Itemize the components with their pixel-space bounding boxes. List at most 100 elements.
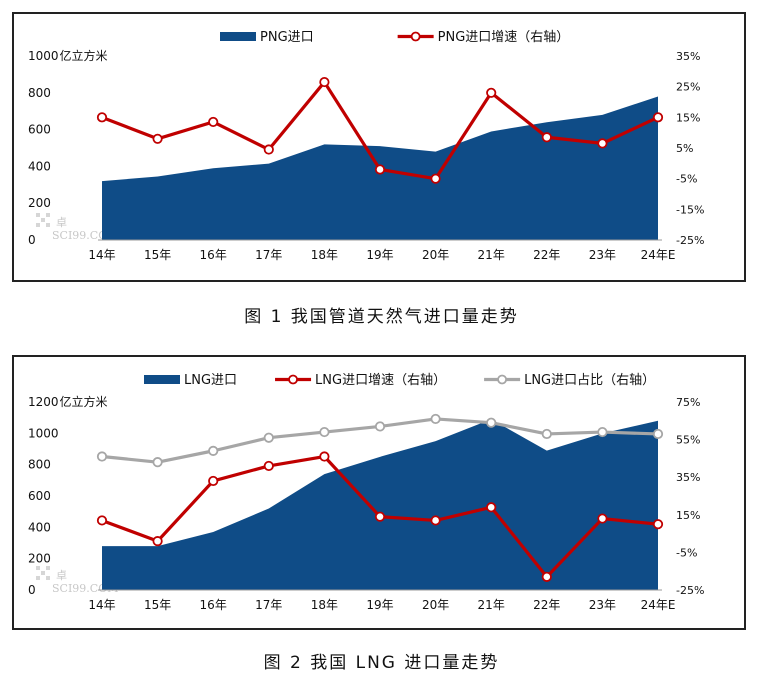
- y-right-tick-label: -25%: [676, 584, 704, 597]
- x-tick-label: 18年: [311, 598, 338, 612]
- watermark-text: SCI99.COM: [52, 229, 119, 242]
- data-point: [430, 515, 441, 526]
- x-tick-label: 15年: [144, 248, 171, 262]
- x-tick-label: 14年: [88, 598, 115, 612]
- data-point: [152, 457, 163, 468]
- data-point: [374, 421, 386, 432]
- y-right-tick-label: -5%: [676, 173, 697, 186]
- data-point: [319, 426, 330, 438]
- legend-label: LNG进口: [184, 373, 237, 388]
- x-tick-label: 22年: [533, 598, 560, 612]
- data-point: [263, 144, 274, 155]
- y-left-tick-label: 0: [28, 233, 36, 247]
- data-point: [96, 451, 108, 462]
- y-right-tick-label: 55%: [676, 434, 700, 447]
- data-point: [208, 116, 219, 128]
- data-point: [319, 451, 330, 462]
- data-point: [96, 515, 108, 526]
- x-tick-label: 21年: [478, 598, 505, 612]
- x-tick-label: 23年: [589, 248, 616, 262]
- y-left-tick-label: 800: [28, 458, 51, 472]
- data-point: [541, 428, 552, 440]
- data-point: [430, 173, 441, 184]
- y-right-tick-label: -5%: [676, 546, 697, 559]
- x-tick-label: 20年: [422, 248, 449, 262]
- watermark-text: SCI99.COM: [52, 582, 119, 595]
- x-tick-label: 17年: [255, 248, 282, 262]
- y-right-tick-label: 15%: [676, 111, 700, 124]
- y-left-tick-label: 400: [28, 159, 51, 173]
- x-tick-label: 16年: [200, 598, 227, 612]
- legend-marker: [410, 31, 421, 42]
- data-point: [152, 133, 163, 144]
- y-right-tick-label: 15%: [676, 509, 700, 522]
- data-point: [152, 536, 163, 547]
- y-right-tick-label: 75%: [676, 396, 700, 409]
- x-tick-label: 22年: [533, 248, 560, 262]
- y-left-tick-label: 200: [28, 196, 51, 210]
- data-point: [374, 511, 386, 522]
- figure-caption-1: 图 1 我国管道天然气进口量走势: [244, 307, 519, 327]
- y-left-tick-label: 1000: [28, 426, 59, 440]
- legend-swatch: [220, 32, 256, 41]
- x-tick-label: 18年: [311, 248, 338, 262]
- y-right-tick-label: 5%: [676, 142, 693, 155]
- y-left-tick-label: 400: [28, 520, 51, 534]
- y-left-tick-label: 800: [28, 86, 51, 100]
- x-tick-label: 15年: [144, 598, 171, 612]
- y-left-tick-label: 200: [28, 552, 51, 566]
- data-point: [541, 132, 552, 143]
- data-point: [208, 445, 219, 456]
- y-left-tick-label: 0: [28, 583, 36, 597]
- x-tick-label: 21年: [478, 248, 505, 262]
- data-point: [374, 164, 386, 175]
- area-series-LNG进口: [102, 419, 658, 590]
- x-tick-label: 23年: [589, 598, 616, 612]
- data-point: [430, 413, 441, 425]
- watermark-logo: [36, 566, 50, 580]
- x-tick-label: 20年: [422, 598, 449, 612]
- x-tick-label: 14年: [88, 248, 115, 262]
- data-point: [208, 475, 219, 487]
- lng-import-chart: 0 200 400 600 800 1000 1200 亿立方米 -25% -5% 15% 35% 55…: [28, 373, 704, 612]
- data-point: [96, 112, 108, 123]
- y-right-tick-label: 25%: [676, 81, 700, 94]
- y-left-unit-label: 亿立方米: [60, 394, 108, 409]
- x-tick-label: 24年E: [641, 598, 676, 612]
- data-point: [486, 87, 497, 98]
- x-tick-label: 24年E: [641, 248, 676, 262]
- data-point: [597, 513, 608, 524]
- legend-label: PNG进口增速（右轴）: [438, 30, 570, 45]
- figure-caption-2: 图 2 我国 LNG 进口量走势: [263, 653, 500, 673]
- y-left-top-tick-label: 1000: [28, 49, 59, 63]
- x-tick-label: 17年: [255, 598, 282, 612]
- data-point: [319, 76, 330, 88]
- data-point: [486, 417, 497, 428]
- data-point: [541, 571, 552, 582]
- x-tick-label: 16年: [200, 248, 227, 262]
- legend-label: LNG进口占比（右轴）: [524, 373, 655, 388]
- legend-label: LNG进口增速（右轴）: [315, 373, 446, 388]
- legend-label: PNG进口: [260, 30, 314, 45]
- y-left-tick-label: 600: [28, 489, 51, 503]
- legend-marker: [497, 374, 507, 385]
- watermark-logo: [36, 213, 50, 227]
- x-tick-label: 19年: [366, 248, 393, 262]
- y-right-tick-label: -25%: [676, 234, 704, 247]
- data-point: [652, 428, 664, 440]
- legend-marker: [288, 374, 298, 385]
- data-point: [652, 519, 664, 530]
- watermark-char: 卓: [56, 569, 67, 582]
- chart-panel-png: 0 200 400 600 800 1000 亿立方米 -25% -15% -5% 5% 15% 25%…: [12, 12, 746, 282]
- data-point: [597, 138, 608, 149]
- y-left-top-tick-label: 1200: [28, 395, 59, 409]
- png-import-chart: 0 200 400 600 800 1000 亿立方米 -25% -15% -5% 5% 15% 25%…: [28, 30, 704, 262]
- data-point: [597, 426, 608, 438]
- y-right-tick-label: 35%: [676, 50, 700, 63]
- y-right-tick-label: 35%: [676, 471, 700, 484]
- data-point: [652, 112, 664, 123]
- watermark-char: 卓: [56, 216, 67, 229]
- x-tick-label: 19年: [366, 598, 393, 612]
- data-point: [263, 460, 274, 472]
- legend-swatch: [144, 375, 180, 384]
